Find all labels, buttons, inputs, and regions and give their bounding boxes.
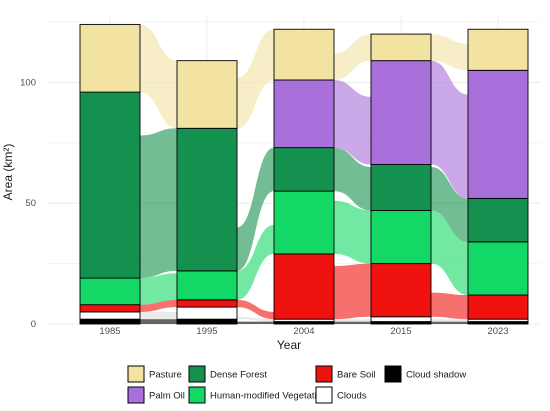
- stratum-dense-forest: [79, 91, 141, 279]
- stratum-cloud-shadow: [176, 318, 238, 325]
- flow-clouds: [431, 319, 468, 322]
- legend-swatch: [315, 365, 333, 383]
- stratum-pasture: [79, 23, 141, 93]
- legend-swatch: [127, 386, 145, 404]
- legend-label: Cloud shadow: [406, 370, 466, 381]
- legend-swatch: [188, 386, 206, 404]
- stratum-clouds: [370, 316, 432, 323]
- x-tick-label: 2004: [293, 326, 314, 337]
- x-tick-label: 1995: [196, 326, 217, 337]
- stratum-palm-oil: [273, 79, 335, 149]
- flow-palm-oil: [334, 79, 371, 165]
- stratum-pasture: [176, 60, 238, 129]
- legend-swatch: [127, 365, 145, 383]
- stratum-pasture: [370, 33, 432, 62]
- flow-pasture: [140, 24, 177, 129]
- flow-bare-soil: [140, 299, 177, 312]
- flow-cloud-shadow: [334, 321, 371, 324]
- stratum-bare-soil: [273, 253, 335, 320]
- strata-bars: [79, 23, 529, 325]
- flow-clouds: [140, 311, 177, 320]
- stratum-pasture: [273, 28, 335, 81]
- stratum-bare-soil: [79, 304, 141, 313]
- stratum-cloud-shadow: [79, 318, 141, 325]
- flow-cloud-shadow: [237, 321, 274, 324]
- y-axis-title: Area (km²): [1, 144, 15, 201]
- stratum-human-modified-vegetation: [370, 209, 432, 265]
- legend-label: Pasture: [149, 370, 182, 381]
- flow-dense-forest: [237, 147, 274, 271]
- flow-human-modified-vegetation: [140, 273, 177, 305]
- stratum-human-modified-vegetation: [79, 277, 141, 306]
- flow-human-modified-vegetation: [237, 224, 274, 300]
- legend-swatch: [188, 365, 206, 383]
- legend-swatch: [384, 365, 402, 383]
- flow-bare-soil: [431, 292, 468, 320]
- flow-pasture: [431, 34, 468, 71]
- flow-cloud-shadow: [140, 319, 177, 324]
- stratum-pasture: [467, 28, 529, 71]
- x-axis-ticks: 1985 1995 2004 2015 2023: [99, 326, 508, 337]
- flow-dense-forest: [431, 166, 468, 242]
- y-tick-label: 50: [25, 198, 36, 209]
- legend-label: Bare Soil: [337, 370, 376, 381]
- stratum-bare-soil: [467, 294, 529, 320]
- flow-human-modified-vegetation: [431, 210, 468, 296]
- stratum-human-modified-vegetation: [467, 241, 529, 296]
- flow-clouds: [334, 319, 371, 322]
- stratum-dense-forest: [370, 164, 432, 211]
- flow-ribbons: [140, 24, 468, 324]
- legend-label: Human-modified Vegetation: [210, 391, 327, 402]
- stratum-bare-soil: [370, 263, 432, 318]
- legend-swatch: [315, 386, 333, 404]
- flow-dense-forest: [140, 128, 177, 279]
- stratum-dense-forest: [467, 197, 529, 243]
- flow-pasture: [334, 34, 371, 80]
- y-tick-label: 100: [20, 77, 36, 88]
- legend-label: Clouds: [337, 391, 367, 402]
- x-axis-title: Year: [277, 338, 301, 352]
- flow-bare-soil: [334, 263, 371, 320]
- legend-label: Dense Forest: [210, 370, 267, 381]
- flow-palm-oil: [431, 60, 468, 199]
- y-tick-label: 0: [31, 319, 36, 330]
- stratum-palm-oil: [370, 60, 432, 165]
- flow-pasture: [237, 29, 274, 129]
- y-axis-ticks: 0 50 100: [20, 77, 36, 330]
- stratum-clouds: [79, 311, 141, 320]
- flow-dense-forest: [334, 147, 371, 211]
- stratum-dense-forest: [273, 147, 335, 192]
- stratum-clouds: [176, 306, 238, 320]
- flow-cloud-shadow: [431, 321, 468, 324]
- legend-label: Palm Oil: [149, 391, 185, 402]
- stratum-bare-soil: [176, 299, 238, 308]
- flow-human-modified-vegetation: [334, 200, 371, 264]
- stratum-palm-oil: [467, 69, 529, 199]
- flow-clouds: [237, 316, 274, 322]
- stratum-human-modified-vegetation: [273, 190, 335, 255]
- x-tick-label: 2015: [390, 326, 411, 337]
- stratum-human-modified-vegetation: [176, 270, 238, 301]
- flow-bare-soil: [237, 299, 274, 320]
- x-tick-label: 2023: [487, 326, 508, 337]
- stratum-dense-forest: [176, 127, 238, 272]
- legend: Pasture Dense Forest Bare Soil Cloud shadow…: [127, 365, 466, 404]
- x-tick-label: 1985: [99, 326, 120, 337]
